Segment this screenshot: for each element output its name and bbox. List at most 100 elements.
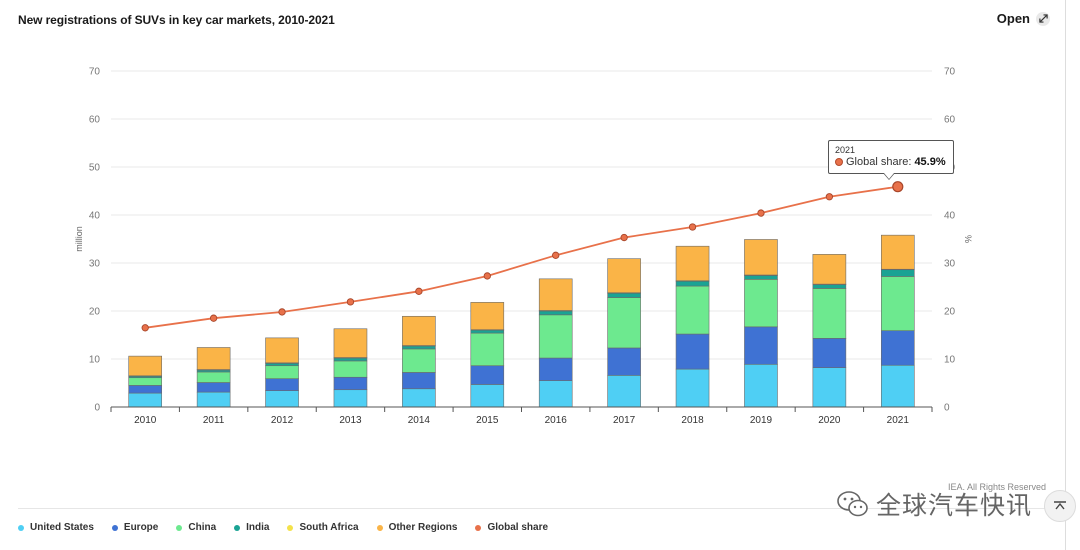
bar-segment: [333, 376, 368, 391]
open-label: Open: [996, 11, 1030, 26]
global-share-point: [415, 287, 423, 295]
global-share-point: [278, 308, 286, 316]
bar-segment: [880, 364, 915, 408]
divider: [18, 508, 1063, 509]
legend-item[interactable]: Other Regions: [376, 522, 458, 533]
bar-segment: [675, 333, 710, 370]
legend-item[interactable]: Europe: [111, 522, 158, 533]
global-share-point: [483, 272, 491, 280]
tooltip-value: 45.9%: [914, 156, 946, 168]
bar-segment: [333, 360, 368, 378]
bar-segment: [265, 337, 299, 364]
bar-segment: [812, 338, 847, 368]
y2-tick-label: 40: [944, 211, 956, 222]
bar-segment: [607, 297, 641, 349]
bar-segment: [470, 365, 505, 385]
bar-segment: [196, 347, 231, 370]
wechat-logo-icon: [837, 491, 868, 517]
bar-segment: [538, 314, 573, 359]
bar-segment: [812, 284, 847, 289]
legend-dot-icon: [18, 524, 24, 531]
bar-segment: [744, 326, 778, 365]
bar-segment: [607, 375, 641, 408]
legend-dot-icon: [111, 524, 118, 531]
global-share-point: [141, 324, 149, 332]
global-share-point: [552, 251, 560, 259]
legend-label: South Africa: [299, 522, 359, 533]
x-tick-label: 2018: [681, 415, 704, 426]
bar-segment: [402, 388, 436, 408]
global-share-point: [757, 209, 765, 217]
scroll-top-icon: [1054, 501, 1066, 510]
bar-segment: [128, 392, 163, 408]
bar-segment: [538, 278, 573, 311]
bar-segment: [265, 365, 299, 379]
bar-segment: [675, 245, 710, 282]
y-tick-label: 60: [89, 115, 101, 126]
bar-segment: [128, 355, 163, 377]
x-tick-label: 2020: [818, 415, 841, 426]
legend-item[interactable]: South Africa: [287, 522, 359, 533]
x-tick-label: 2015: [476, 415, 499, 426]
y-tick-label: 70: [89, 67, 101, 78]
legend-dot-icon: [234, 524, 241, 531]
bar-segment: [744, 363, 778, 408]
x-tick-label: 2011: [203, 415, 225, 426]
bar-segment: [607, 347, 641, 376]
bar-segment: [675, 368, 710, 408]
bar-segment: [333, 389, 368, 408]
y-tick-label: 10: [89, 355, 101, 366]
legend-item[interactable]: China: [176, 522, 216, 533]
global-share-point: [620, 233, 628, 242]
bar-segment: [196, 382, 231, 393]
scroll-top-button[interactable]: [1044, 490, 1076, 522]
watermark: 全球汽车快讯: [836, 486, 1032, 522]
chart-title: New registrations of SUVs in key car mar…: [18, 13, 335, 27]
x-tick-label: 2013: [339, 415, 362, 426]
bar-segment: [538, 357, 573, 381]
legend-dot-icon: [176, 524, 183, 531]
bar-segment: [402, 315, 436, 346]
y2-tick-label: 30: [944, 259, 956, 270]
open-button[interactable]: Open: [997, 11, 1050, 26]
watermark-text: 全球汽车快讯: [876, 491, 1033, 520]
y-tick-label: 40: [89, 211, 101, 222]
bar-segment: [744, 275, 778, 280]
bar-segment: [607, 258, 641, 294]
y2-tick-label: 60: [944, 115, 956, 126]
x-tick-label: 2021: [887, 415, 910, 426]
bar-segment: [470, 302, 505, 331]
global-share-point: [688, 223, 697, 231]
y2-tick-label: 20: [944, 307, 956, 318]
tooltip-label: Global share:: [846, 156, 912, 168]
x-tick-label: 2014: [408, 415, 431, 426]
panel-border: [1065, 0, 1066, 550]
bar-segment: [675, 280, 710, 287]
bar-segment: [333, 357, 368, 362]
tooltip-year: 2021: [835, 145, 856, 155]
global-share-point: [825, 193, 834, 201]
x-tick-label: 2010: [134, 415, 157, 426]
bar-segment: [402, 345, 436, 350]
bar-segment: [880, 276, 915, 331]
legend-label: United States: [30, 522, 94, 533]
bar-segment: [402, 372, 436, 390]
global-share-point: [346, 298, 355, 306]
y-tick-label: 0: [94, 403, 100, 414]
copyright-text: IEA. All Rights Reserved: [948, 482, 1047, 492]
bar-segment: [812, 367, 847, 408]
bar-segment: [265, 363, 299, 367]
legend-label: Other Regions: [388, 522, 458, 533]
y-tick-label: 20: [89, 307, 101, 318]
bar-segment: [880, 269, 915, 277]
y-tick-label: 50: [89, 163, 101, 174]
legend-item[interactable]: Global share: [475, 522, 548, 533]
legend-dot-icon: [475, 524, 482, 531]
legend-item[interactable]: India: [234, 522, 269, 533]
legend-label: India: [246, 522, 270, 533]
chart-legend: United States Europe China India South Afric…: [18, 522, 548, 533]
legend-item[interactable]: United States: [18, 522, 94, 533]
tooltip-marker-icon: [835, 158, 843, 166]
bar-segment: [265, 390, 299, 408]
expand-arrows-icon: [1036, 11, 1050, 26]
